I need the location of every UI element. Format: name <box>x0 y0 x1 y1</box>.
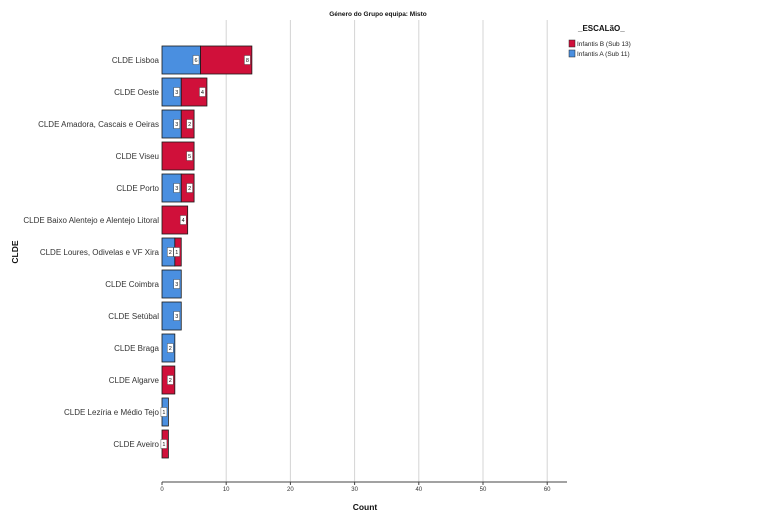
value-label-box <box>173 119 180 129</box>
value-label-box <box>186 151 193 161</box>
value-label-box <box>192 55 200 65</box>
legend: _ESCALãO_ Infantis B (Sub 13) Infantis A … <box>568 24 631 58</box>
value-label: 1 <box>162 410 165 416</box>
category-label: CLDE Coimbra <box>105 280 159 289</box>
category-label: CLDE Loures, Odivelas e VF Xira <box>40 248 160 257</box>
category-label: CLDE Porto <box>116 184 159 193</box>
bar-segment <box>200 45 253 75</box>
x-axis-title: Count <box>353 502 378 512</box>
category-label: CLDE Setúbal <box>108 312 159 321</box>
category-label: CLDE Oeste <box>114 88 159 97</box>
value-label: 3 <box>175 186 178 192</box>
legend-swatch <box>568 49 576 58</box>
value-label-box <box>167 247 174 257</box>
category-label: CLDE Baixo Alentejo e Alentejo Litoral <box>23 216 159 225</box>
x-tick-labels: 0 10 20 30 40 50 60 <box>160 482 551 493</box>
value-label: 4 <box>201 90 204 96</box>
x-tick-label: 20 <box>287 487 294 493</box>
category-label: CLDE Algarve <box>109 376 160 385</box>
category-label: CLDE Amadora, Cascais e Oeiras <box>38 120 159 129</box>
value-label-box <box>160 439 168 449</box>
value-label: 4 <box>182 218 185 224</box>
legend-swatch <box>568 39 576 48</box>
value-label: 3 <box>175 90 178 96</box>
value-label-box <box>173 311 180 321</box>
value-label: 6 <box>194 58 197 64</box>
value-label: 2 <box>188 122 191 128</box>
value-label-box <box>167 375 174 385</box>
value-label: 2 <box>169 378 172 384</box>
value-label-box <box>179 215 187 225</box>
value-label: 2 <box>169 250 172 256</box>
value-label: 3 <box>175 282 178 288</box>
value-label: 1 <box>162 442 165 448</box>
value-label-box <box>173 183 180 193</box>
x-tick-label: 60 <box>544 487 551 493</box>
value-label-box <box>173 247 180 257</box>
value-label-box <box>186 119 193 129</box>
value-label: 2 <box>188 186 191 192</box>
bar-segment <box>161 301 182 331</box>
category-labels: CLDE Lisboa CLDE Oeste CLDE Amadora, Casca… <box>23 56 159 449</box>
value-label: 2 <box>169 346 172 352</box>
value-label: 8 <box>246 58 249 64</box>
value-label-box <box>186 183 193 193</box>
y-axis-title: CLDE <box>10 240 20 263</box>
x-tick-label: 30 <box>351 487 358 493</box>
value-label-box <box>167 343 174 353</box>
category-label: CLDE Lisboa <box>112 56 160 65</box>
category-label: CLDE Viseu <box>116 152 159 161</box>
value-label: 5 <box>188 154 191 160</box>
category-label: CLDE Braga <box>114 344 159 353</box>
bar-segment <box>161 269 182 299</box>
chart-title: Género do Grupo equipa: Misto <box>329 11 427 18</box>
x-tick-label: 40 <box>415 487 422 493</box>
x-tick-label: 0 <box>160 487 164 493</box>
value-label: 3 <box>175 314 178 320</box>
value-label-box <box>160 407 168 417</box>
category-label: CLDE Aveiro <box>113 440 159 449</box>
x-tick-label: 50 <box>480 487 487 493</box>
legend-title: _ESCALãO_ <box>577 24 625 33</box>
category-label: CLDE Lezíria e Médio Tejo <box>64 408 160 417</box>
x-tick-label: 10 <box>223 487 230 493</box>
legend-label: Infantis A (Sub 11) <box>577 51 630 58</box>
value-label-box <box>173 279 180 289</box>
value-label: 3 <box>175 122 178 128</box>
value-label-box <box>173 87 180 97</box>
gridlines <box>225 20 548 482</box>
legend-label: Infantis B (Sub 13) <box>577 41 631 48</box>
value-label-box <box>244 55 251 65</box>
value-label-box <box>199 87 206 97</box>
value-label: 1 <box>175 250 178 256</box>
